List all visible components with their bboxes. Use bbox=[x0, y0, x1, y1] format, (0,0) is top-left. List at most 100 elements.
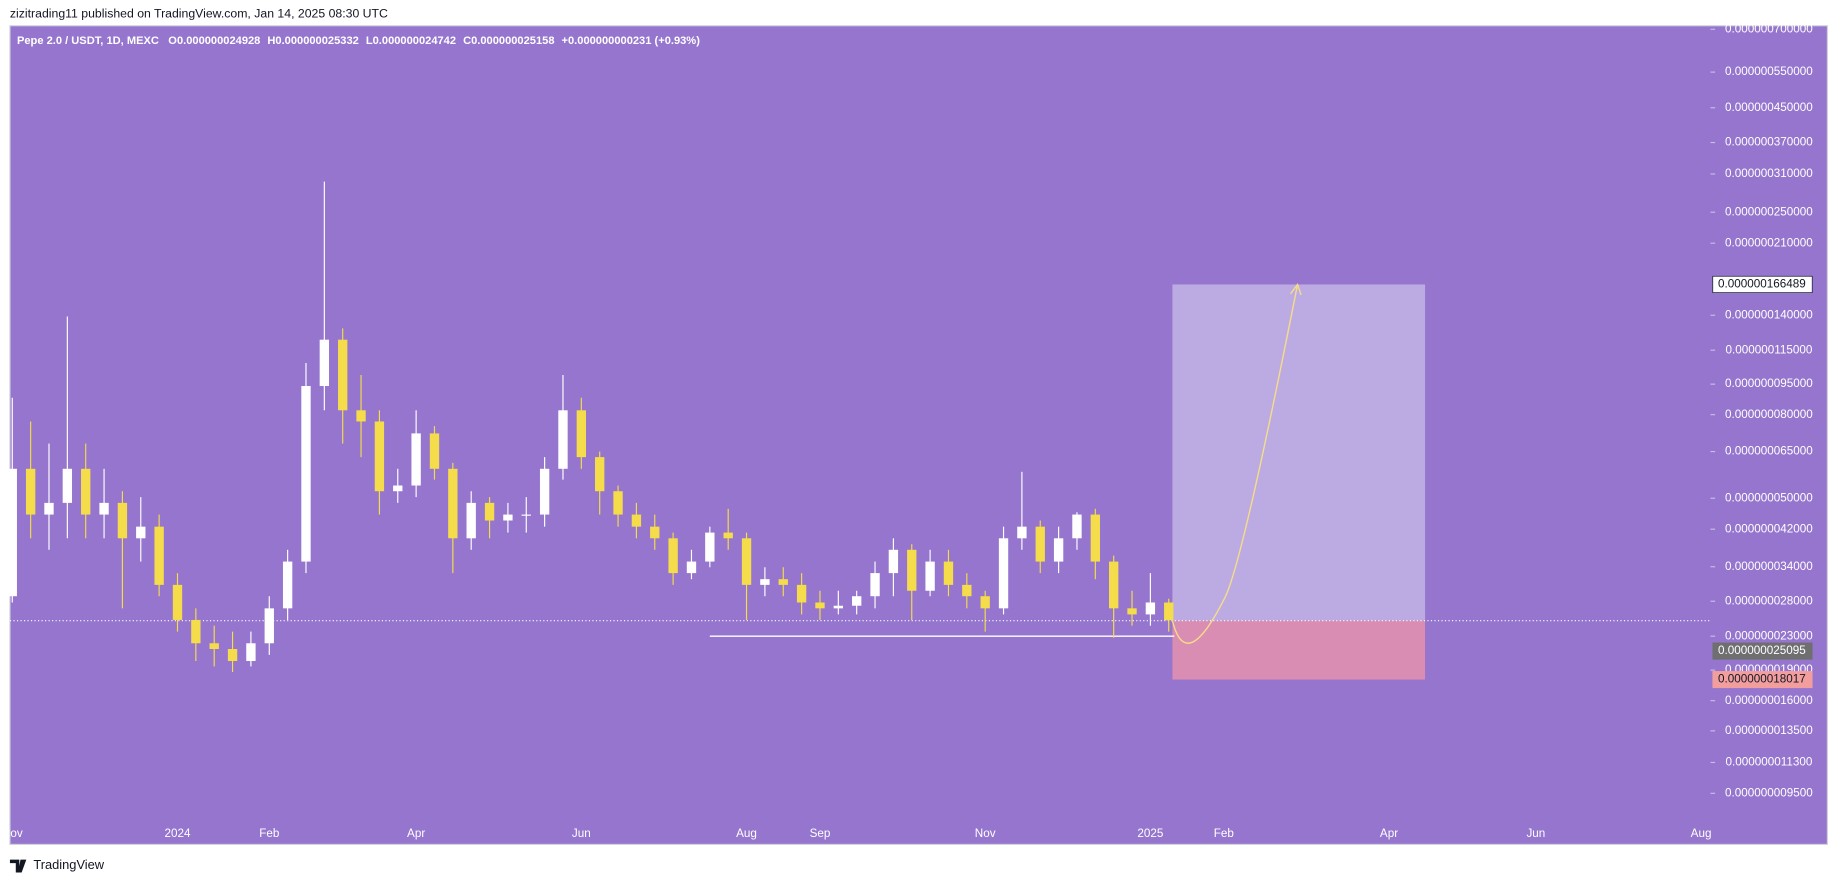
candle-body bbox=[1108, 561, 1119, 609]
x-tick-label: 2025 bbox=[1137, 827, 1164, 840]
y-tick-label: 0.000000011300 bbox=[1725, 756, 1812, 769]
x-tick-label: Aug bbox=[736, 827, 757, 840]
last-price-box bbox=[1712, 642, 1813, 660]
legend-value: H0.000000025332 bbox=[267, 35, 358, 47]
y-tick-label: 0.000000250000 bbox=[1725, 205, 1813, 218]
candle-body bbox=[888, 549, 899, 574]
y-tick-label: 0.000000095000 bbox=[1725, 377, 1813, 390]
candle-body bbox=[338, 339, 348, 411]
candle-body bbox=[1072, 514, 1082, 539]
candle-body bbox=[191, 619, 201, 644]
y-tick-label: 0.000000310000 bbox=[1725, 167, 1813, 180]
candle-body bbox=[539, 468, 550, 515]
x-tick-label: Feb bbox=[259, 827, 280, 840]
footer-brand: TradingView bbox=[33, 857, 104, 872]
candle-body bbox=[576, 410, 587, 458]
candle-body bbox=[411, 433, 421, 486]
stop-zone bbox=[1172, 620, 1426, 680]
candle-body bbox=[319, 339, 330, 387]
candle-body bbox=[686, 561, 697, 574]
y-tick-label: 0.000000550000 bbox=[1725, 65, 1813, 78]
candle-body bbox=[558, 410, 568, 469]
footer-logo: TradingView bbox=[9, 857, 105, 873]
candle-body bbox=[631, 514, 642, 527]
candle-body bbox=[172, 584, 183, 620]
candle-body bbox=[833, 605, 844, 609]
candle-body bbox=[705, 532, 715, 562]
candle-body bbox=[44, 502, 54, 515]
projection-arrowhead bbox=[1289, 282, 1302, 296]
x-tick-label: Aug bbox=[1691, 827, 1712, 840]
target-price-label: 0.000000166489 bbox=[1718, 278, 1806, 291]
candle-body bbox=[760, 579, 770, 585]
candle-body bbox=[741, 538, 752, 585]
projection-arrow bbox=[1171, 284, 1299, 644]
y-tick-label: 0.000000450000 bbox=[1725, 101, 1813, 114]
y-tick-label: 0.000000370000 bbox=[1725, 136, 1813, 149]
x-tick-label: Feb bbox=[1214, 827, 1235, 840]
candle-body bbox=[7, 468, 17, 597]
candle-body bbox=[209, 643, 219, 649]
y-tick-label: 0.000000140000 bbox=[1725, 308, 1813, 321]
y-tick-label: 0.000000210000 bbox=[1725, 236, 1813, 249]
candle-body bbox=[154, 526, 164, 585]
plot-area bbox=[9, 25, 1828, 845]
y-tick-label: 0.000000065000 bbox=[1725, 445, 1813, 458]
legend-value: L0.000000024742 bbox=[366, 35, 456, 47]
candle-body bbox=[246, 643, 256, 662]
y-tick-label: 0.000000700000 bbox=[1725, 22, 1813, 35]
candle-body bbox=[925, 561, 935, 591]
x-tick-label: Jun bbox=[572, 827, 591, 840]
candle-body bbox=[503, 514, 513, 521]
candle-body bbox=[852, 596, 862, 606]
x-tick-label: Nov bbox=[2, 827, 23, 840]
candle-body bbox=[1035, 526, 1045, 562]
candle-body bbox=[907, 549, 917, 591]
candle-body bbox=[796, 584, 807, 603]
candle-body bbox=[962, 584, 972, 597]
candle-body bbox=[613, 491, 623, 515]
y-tick-label: 0.000000016000 bbox=[1725, 694, 1813, 707]
y-tick-label: 0.000000080000 bbox=[1725, 408, 1813, 421]
candle-body bbox=[815, 602, 825, 609]
candle-body bbox=[1017, 526, 1027, 539]
x-tick-label: Apr bbox=[407, 827, 425, 840]
candle-body bbox=[870, 573, 880, 597]
candle-body bbox=[1164, 602, 1174, 621]
x-tick-label: Jun bbox=[1526, 827, 1545, 840]
candle-body bbox=[778, 579, 788, 585]
target-price-box bbox=[1712, 275, 1813, 293]
candle-body bbox=[668, 538, 678, 574]
ohlc-legend: Pepe 2.0 / USDT, 1D, MEXC O0.00000002492… bbox=[17, 35, 700, 47]
legend-value: C0.000000025158 bbox=[463, 35, 554, 47]
candle-body bbox=[393, 485, 403, 492]
y-tick-label: 0.000000013500 bbox=[1725, 724, 1813, 737]
candle-body bbox=[1145, 602, 1156, 615]
candle-body bbox=[117, 502, 128, 539]
candle-body bbox=[448, 468, 458, 539]
candle-body bbox=[650, 526, 660, 539]
stop-price-box bbox=[1712, 671, 1813, 689]
candle-body bbox=[374, 421, 385, 492]
x-tick-label: Apr bbox=[1380, 827, 1398, 840]
candle-body bbox=[1127, 608, 1137, 615]
candle-body bbox=[484, 502, 495, 521]
legend-value: O0.000000024928 bbox=[168, 35, 260, 47]
y-tick-label: 0.000000028000 bbox=[1725, 594, 1813, 607]
candle-body bbox=[356, 410, 366, 422]
candle-body bbox=[943, 561, 954, 585]
last-price-label: 0.000000025095 bbox=[1718, 644, 1806, 657]
candle-body bbox=[301, 386, 311, 562]
y-tick-label: 0.000000034000 bbox=[1725, 560, 1813, 573]
y-tick-label: 0.000000115000 bbox=[1725, 343, 1812, 356]
y-tick-label: 0.000000009500 bbox=[1725, 786, 1813, 799]
candle-body bbox=[1053, 538, 1064, 562]
candle-body bbox=[998, 538, 1009, 609]
candle-body bbox=[227, 648, 238, 662]
y-tick-label: 0.000000023000 bbox=[1725, 629, 1813, 642]
candle-body bbox=[136, 526, 146, 539]
symbol-title: Pepe 2.0 / USDT, 1D, MEXC bbox=[17, 35, 159, 47]
candle-body bbox=[99, 502, 109, 515]
